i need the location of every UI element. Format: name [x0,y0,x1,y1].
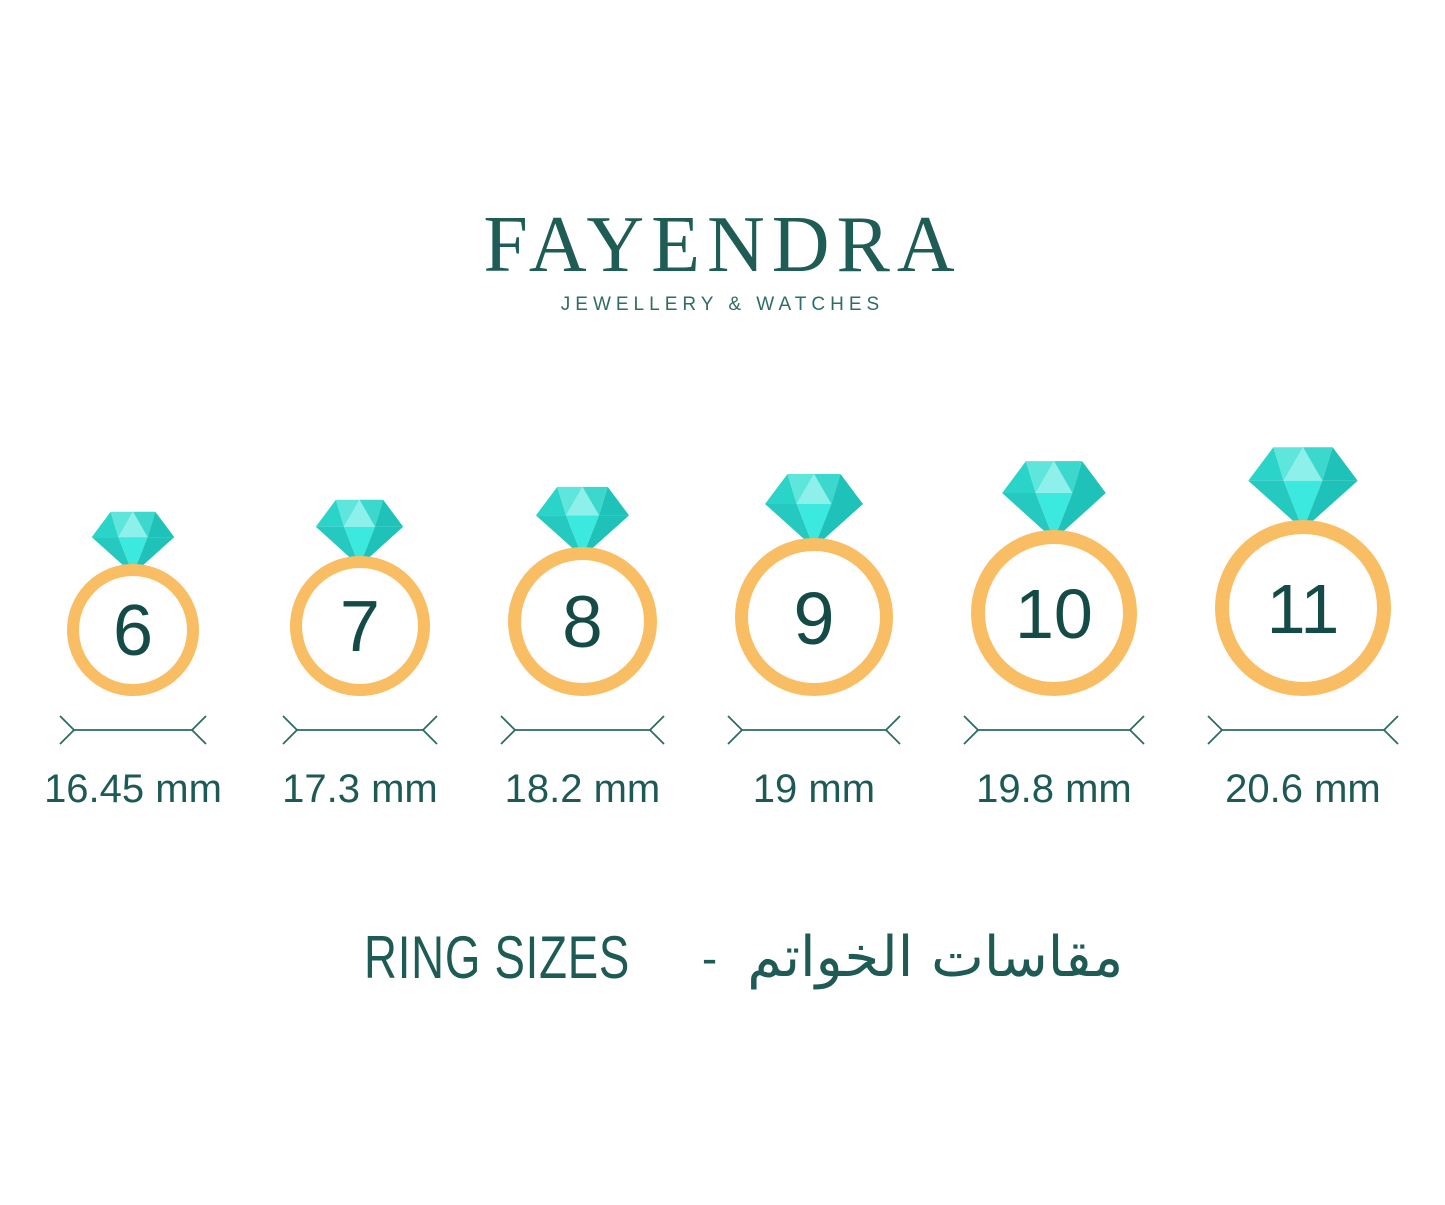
ring-size-number: 7 [339,587,380,667]
diameter-label: 19.8 mm [976,767,1132,811]
ring-band-icon [289,556,430,696]
ring-size-number: 6 [112,591,153,671]
diameter-arrow-icon [1207,715,1399,745]
ring-band-icon [1214,520,1391,696]
ring-band-icon [507,547,657,696]
diameter-arrow-icon [59,715,207,745]
ring-item-11: 11 20.6 mm [1205,445,1401,812]
diameter-label: 19 mm [752,767,876,811]
chart-title-en: RING SIZES [363,924,630,991]
diameter-label: 18.2 mm [504,767,661,811]
diamond-icon [316,499,404,567]
ring-size-number: 9 [793,576,835,660]
ring-size-number: 10 [1014,575,1093,653]
rings-row: 6 16.45 mm [0,447,1445,812]
diamond-icon [764,474,863,548]
diameter-arrow-icon [500,715,665,745]
brand-logo: FAYENDRA JEWELLERY & WATCHES [0,205,1445,314]
ring-item-6: 6 16.45 mm [44,510,222,812]
ring-band-icon [66,564,199,696]
diameter-arrow-icon [963,715,1145,745]
diameter-label: 20.6 mm [1225,767,1381,811]
ring-band-icon [970,530,1137,696]
ring-size-number: 11 [1266,570,1340,648]
chart-title-ar: مقاسات الخواتم [747,925,1124,990]
diameter-label: 17.3 mm [282,767,438,811]
diamond-icon [1248,447,1358,530]
ring-size-number: 8 [562,582,603,663]
diameter-label: 16.45 mm [44,767,222,811]
brand-name: FAYENDRA [483,201,962,289]
chart-title: RING SIZES - مقاسات الخواتم [0,928,1445,988]
chart-title-separator: - [701,932,718,984]
ring-band-icon [734,538,893,696]
diameter-arrow-icon [282,715,438,745]
ring-item-8: 8 18.2 mm [498,485,667,812]
ring-item-7: 7 17.3 mm [280,498,440,812]
diameter-arrow-icon [727,715,901,745]
diamond-icon [1002,461,1106,540]
ring-item-9: 9 19 mm [725,472,903,812]
ring-item-10: 10 19.8 mm [961,459,1147,812]
diamond-icon [535,486,629,558]
brand-tagline: JEWELLERY & WATCHES [560,294,885,315]
